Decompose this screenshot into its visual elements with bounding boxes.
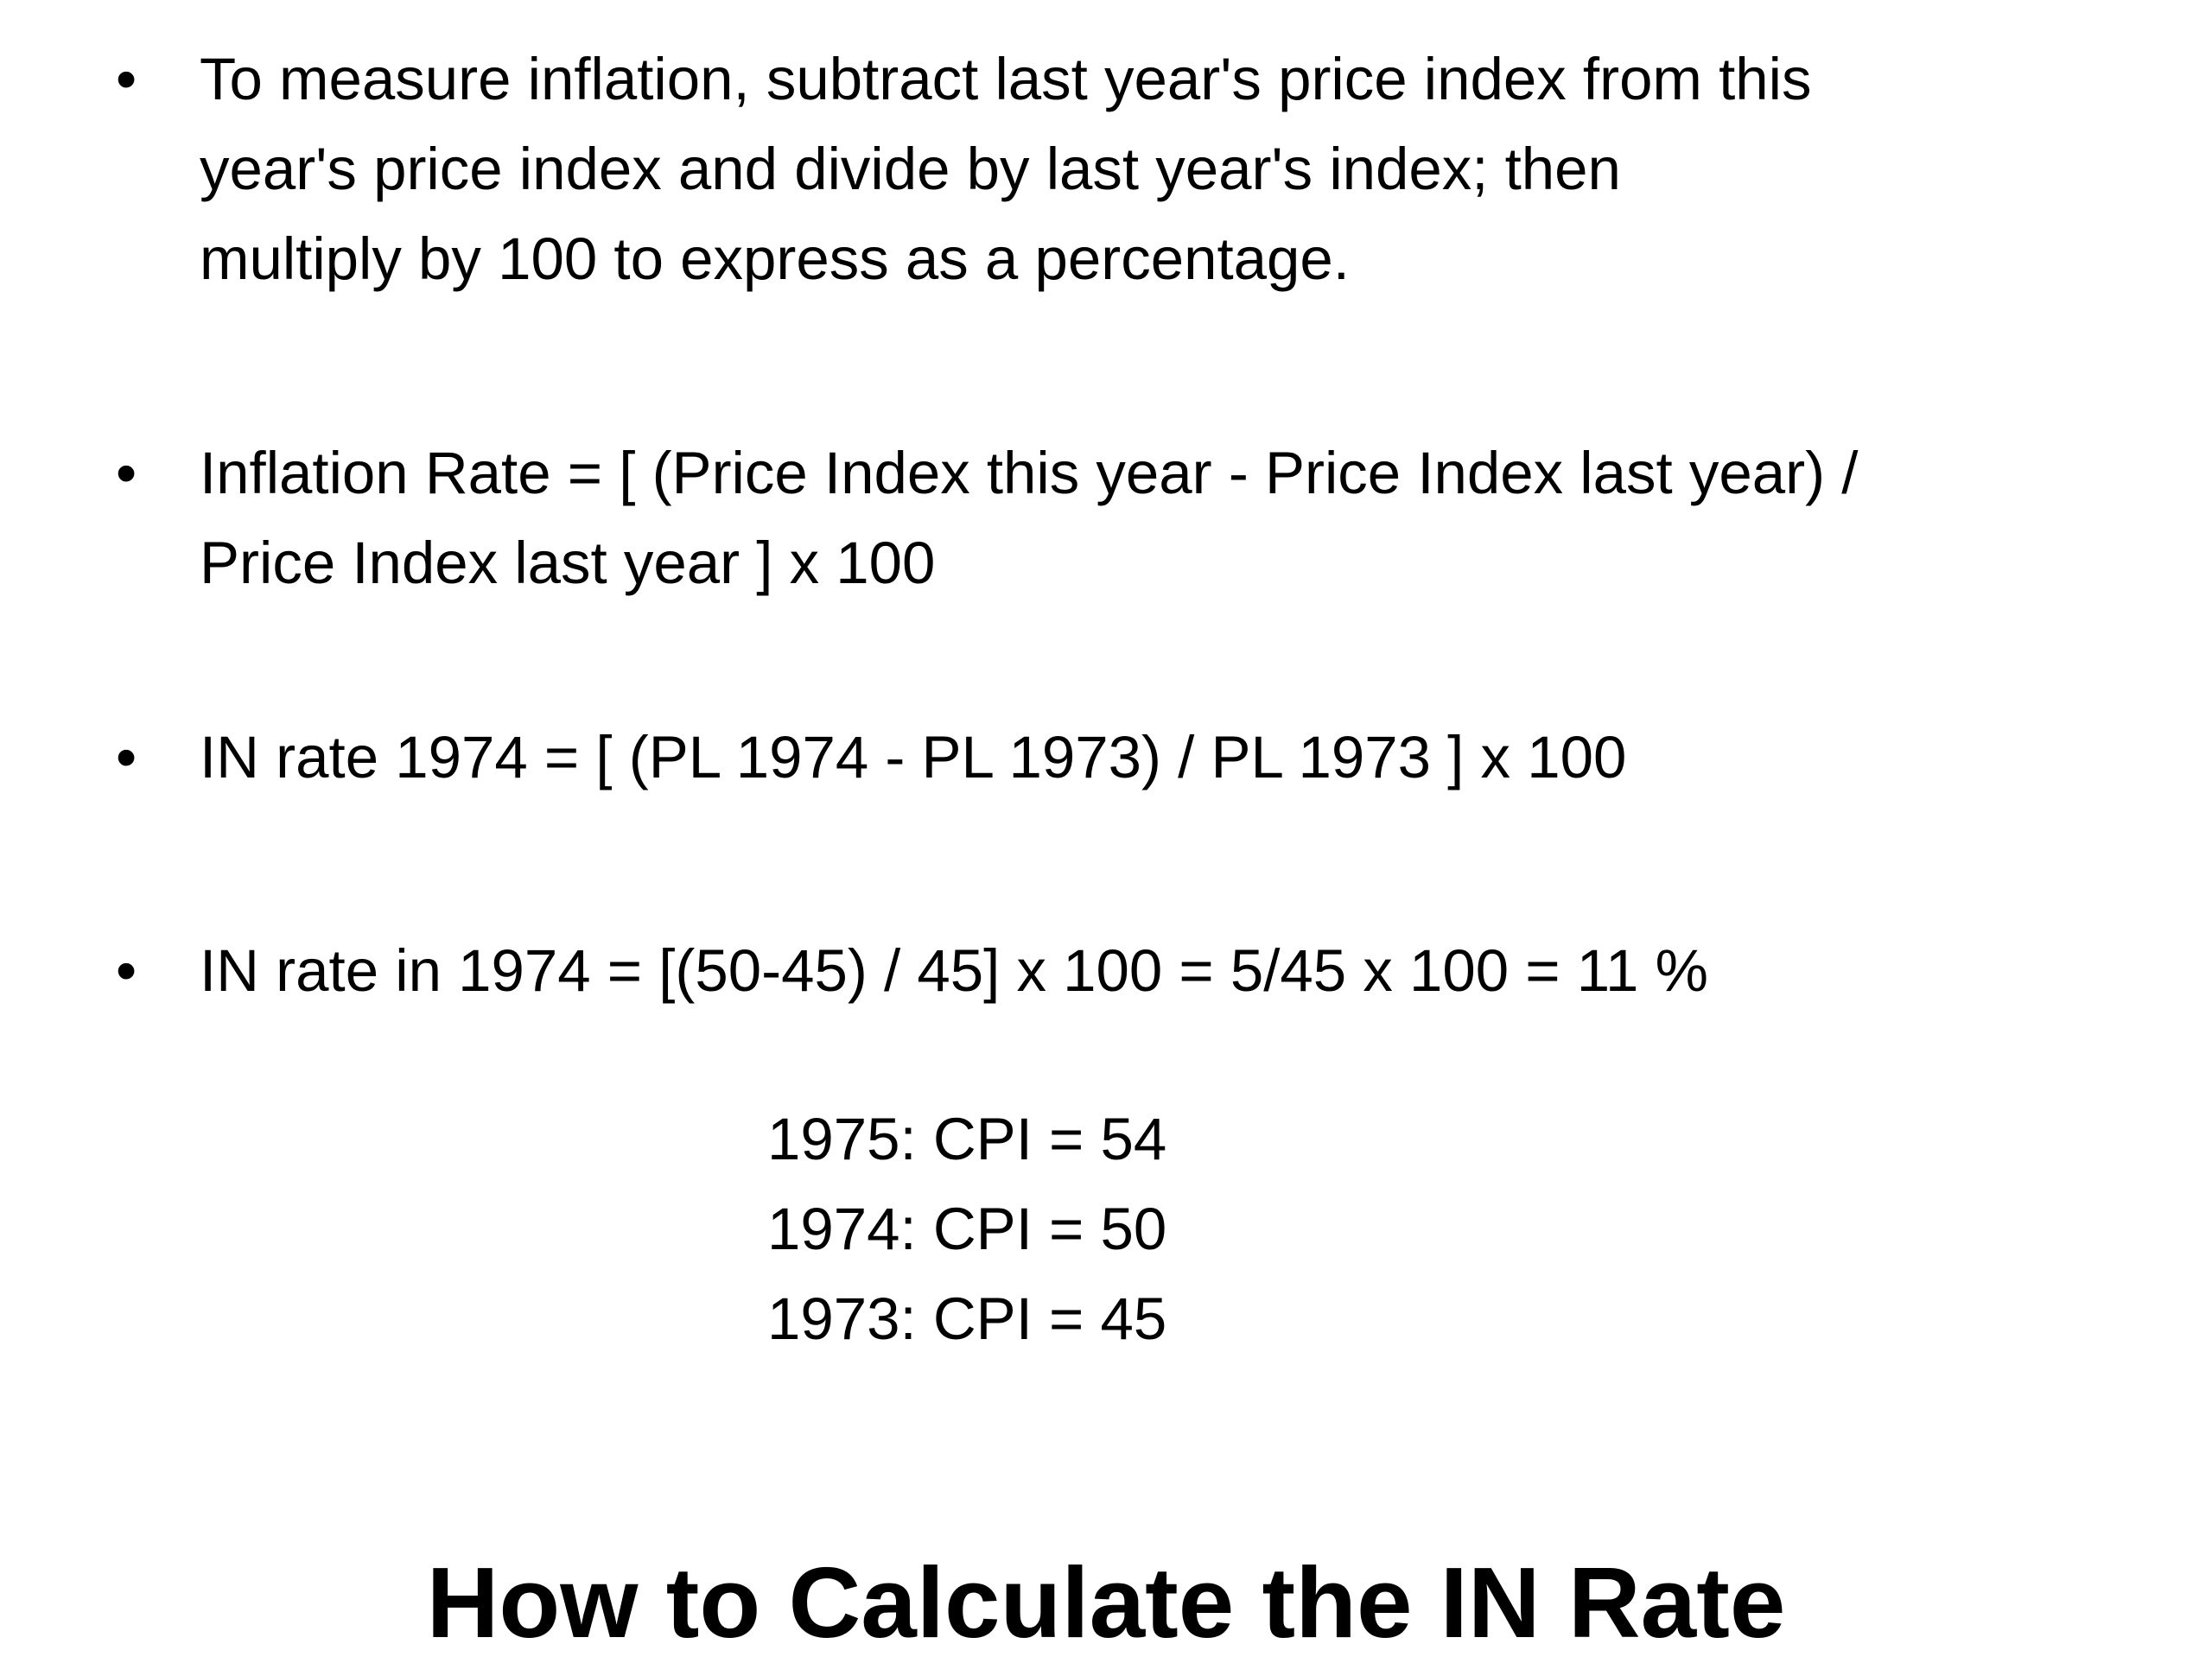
bullet-text: Inflation Rate = [ (Price Index this yea… [200, 428, 2187, 608]
bullet-line: IN rate 1974 = [ (PL 1974 - PL 1973) / P… [200, 724, 1627, 790]
cpi-list: 1975: CPI = 54 1974: CPI = 50 1973: CPI … [767, 1095, 1166, 1364]
bullet-line: year's price index and divide by last ye… [200, 136, 1621, 202]
cpi-row-1973: 1973: CPI = 45 [767, 1285, 1167, 1352]
bullet-text: IN rate 1974 = [ (PL 1974 - PL 1973) / P… [200, 713, 2187, 803]
bullet-line: IN rate in 1974 = [(50-45) / 45] x 100 =… [200, 937, 1708, 1004]
bullet-text: IN rate in 1974 = [(50-45) / 45] x 100 =… [200, 926, 2187, 1016]
bullet-icon: • [116, 724, 137, 790]
bullet-line: Inflation Rate = [ (Price Index this yea… [200, 440, 1859, 506]
bullet-line: To measure inflation, subtract last year… [200, 46, 1812, 112]
bullet-icon: • [116, 937, 137, 1004]
bullet-icon: • [116, 440, 137, 506]
cpi-row-1975: 1975: CPI = 54 [767, 1106, 1167, 1172]
slide-title: How to Calculate the IN Rate [426, 1546, 1786, 1659]
bullet-icon: • [116, 46, 137, 112]
bullet-line: Price Index last year ] x 100 [200, 530, 936, 596]
bullet-text: To measure inflation, subtract last year… [200, 35, 2187, 304]
bullet-line: multiply by 100 to express as a percenta… [200, 225, 1350, 292]
cpi-row-1974: 1974: CPI = 50 [767, 1196, 1167, 1262]
